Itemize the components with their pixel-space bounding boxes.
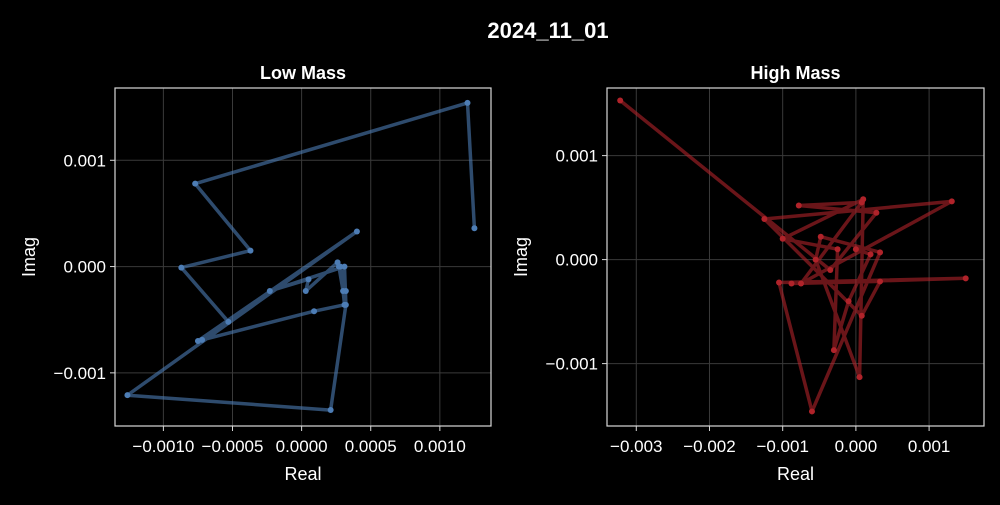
data-point xyxy=(852,246,859,253)
y-tick-label: −0.001 xyxy=(546,355,598,374)
data-point xyxy=(464,99,471,106)
data-point xyxy=(817,233,824,240)
data-point xyxy=(860,196,867,203)
x-tick-label: 0.0010 xyxy=(414,437,466,456)
data-point xyxy=(124,392,131,399)
x-tick-label: 0.0000 xyxy=(276,437,328,456)
data-point xyxy=(795,202,802,209)
data-point xyxy=(776,279,783,286)
data-point xyxy=(779,235,786,242)
data-point xyxy=(788,280,795,287)
data-point xyxy=(311,308,318,315)
panel-1: −0.0010 −0.0005 0.0000 0.0005 0.0010 −0.001 0.… xyxy=(19,63,492,484)
y-axis-label: Imag xyxy=(511,237,531,277)
data-point xyxy=(877,249,884,256)
data-point xyxy=(877,278,884,285)
data-point xyxy=(353,228,360,235)
data-point xyxy=(827,267,834,273)
data-point xyxy=(305,276,312,283)
data-point xyxy=(178,264,185,271)
y-tick-label: 0.001 xyxy=(63,151,106,170)
data-point xyxy=(302,288,309,295)
plot-frame xyxy=(114,87,492,427)
y-tick-label: 0.000 xyxy=(555,251,598,270)
series-line xyxy=(619,99,968,414)
data-point xyxy=(873,209,880,216)
x-tick-label: 0.000 xyxy=(835,437,878,456)
y-axis-label: Imag xyxy=(19,237,39,277)
data-point xyxy=(797,280,804,287)
data-point xyxy=(830,347,837,354)
x-tick-label: 0.001 xyxy=(908,437,951,456)
data-point xyxy=(617,97,624,104)
data-point xyxy=(335,263,342,270)
data-point xyxy=(247,247,254,254)
data-point xyxy=(962,275,969,282)
data-point xyxy=(192,180,199,187)
data-point xyxy=(199,336,206,343)
data-point xyxy=(834,246,841,253)
x-tick-label: −0.002 xyxy=(683,437,735,456)
x-tick-label: −0.001 xyxy=(756,437,808,456)
x-axis-label: Real xyxy=(284,464,321,484)
x-axis-label: Real xyxy=(777,464,814,484)
data-point xyxy=(808,408,815,415)
data-point xyxy=(858,312,865,319)
series-line xyxy=(125,101,477,412)
plot-frame xyxy=(606,87,985,427)
data-point xyxy=(761,216,768,223)
panel-2: −0.003 −0.002 −0.001 0.000 0.001 −0.001 0.000 0… xyxy=(511,63,985,484)
x-tick-label: 0.0005 xyxy=(345,437,397,456)
data-point xyxy=(225,318,232,325)
data-point xyxy=(266,288,273,295)
data-point xyxy=(867,251,874,258)
data-point xyxy=(948,198,955,205)
figure-title: 2024_11_01 xyxy=(487,18,608,43)
data-point xyxy=(341,301,348,308)
x-tick-label: −0.0005 xyxy=(202,437,264,456)
data-point xyxy=(812,256,819,263)
y-tick-label: −0.001 xyxy=(54,364,106,383)
data-point xyxy=(327,407,334,414)
y-tick-label: 0.000 xyxy=(63,258,106,277)
panel-title: High Mass xyxy=(750,63,840,83)
y-tick-label: 0.001 xyxy=(555,147,598,166)
x-tick-label: −0.0010 xyxy=(132,437,194,456)
data-point xyxy=(341,263,348,270)
x-tick-label: −0.003 xyxy=(610,437,662,456)
data-point xyxy=(845,298,852,305)
panel-title: Low Mass xyxy=(260,63,346,83)
data-point xyxy=(340,288,347,295)
data-point xyxy=(856,374,863,381)
data-point xyxy=(471,225,478,232)
